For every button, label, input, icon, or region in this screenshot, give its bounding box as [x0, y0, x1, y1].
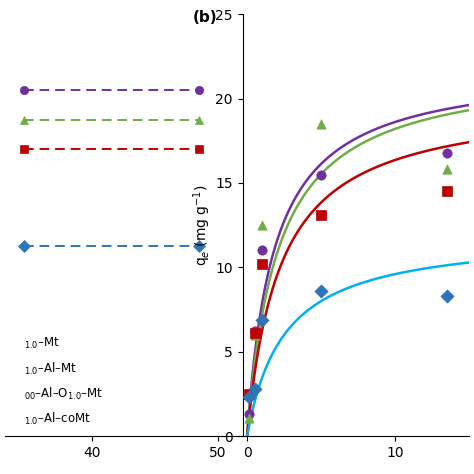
Point [258, 260, 266, 268]
Point [318, 211, 325, 219]
Text: $_{1.0}$–Mt: $_{1.0}$–Mt [24, 336, 60, 351]
Point [251, 331, 258, 338]
Point [245, 414, 252, 421]
Point [258, 246, 266, 254]
Text: $_{1.0}$–Al–Mt: $_{1.0}$–Al–Mt [24, 361, 77, 377]
Point [318, 120, 325, 128]
Point [258, 316, 266, 323]
Point [251, 329, 258, 337]
Point [251, 385, 258, 392]
Point [443, 188, 451, 195]
Point [318, 287, 325, 295]
Text: (b): (b) [193, 10, 218, 25]
Point [245, 410, 252, 418]
Point [443, 149, 451, 156]
Point [245, 393, 252, 401]
Point [258, 221, 266, 229]
Text: $_{1.0}$–Al–coMt: $_{1.0}$–Al–coMt [24, 411, 91, 427]
Point [443, 166, 451, 173]
Point [251, 328, 258, 335]
Text: $_{00}$–Al–O$_{1.0}$–Mt: $_{00}$–Al–O$_{1.0}$–Mt [24, 386, 103, 402]
Point [443, 292, 451, 300]
Point [245, 390, 252, 398]
Y-axis label: q$_e$ (mg g$^{-1}$): q$_e$ (mg g$^{-1}$) [191, 184, 212, 266]
Point [318, 171, 325, 178]
